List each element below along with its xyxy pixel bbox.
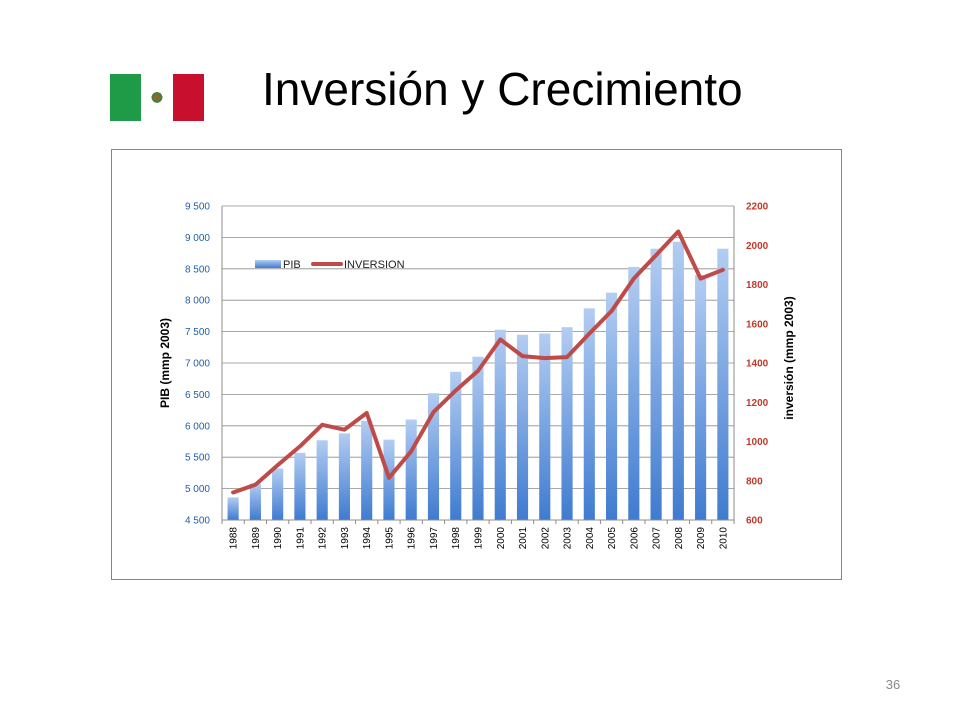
bar-pib-1993 [338,433,350,520]
x-tick-label: 1989 [251,527,262,550]
bar-pib-2006 [628,266,640,520]
y-left-tick-label: 8 500 [185,264,210,275]
page-number: 36 [885,677,901,692]
y-right-tick-label: 2200 [746,202,769,213]
bar-pib-1988 [227,497,239,520]
y-right-tick-label: 1200 [746,398,769,409]
bar-pib-1999 [472,356,484,520]
bar-pib-1995 [383,439,395,520]
x-tick-label: 1994 [362,527,373,550]
y-left-tick-label: 5 000 [185,484,210,495]
bar-pib-2007 [650,248,662,521]
x-tick-label: 2008 [674,527,685,550]
flag-stripe-red [172,74,204,121]
y-left-tick-label: 5 500 [185,453,210,464]
y-left-axis-title: PIB (mmp 2003) [158,318,172,408]
y-right-axis-title: inversión (mmp 2003) [782,296,796,419]
flag-emblem-icon [151,91,163,104]
bar-pib-1991 [294,452,306,520]
y-left-tick-label: 6 500 [185,390,210,401]
x-tick-label: 2006 [629,527,640,550]
x-tick-label: 1991 [295,527,306,550]
x-tick-label: 1997 [429,527,440,550]
x-tick-label: 1990 [273,527,284,550]
y-right-tick-label: 600 [746,516,763,527]
x-tick-label: 2000 [496,527,507,550]
bar-pib-2003 [561,327,573,520]
bar-pib-2009 [695,275,707,520]
legend-label-pib: PIB [283,259,301,271]
bar-pib-1997 [427,393,440,520]
x-tick-label: 1996 [407,527,418,550]
y-left-tick-label: 9 000 [185,233,210,244]
x-tick-label: 2002 [540,527,551,550]
x-tick-label: 1995 [384,527,395,550]
flag-stripe-green [110,74,142,121]
y-right-tick-label: 1000 [746,437,769,448]
bar-pib-1992 [316,440,328,520]
bar-pib-2010 [717,248,729,521]
mexico-flag-icon [110,74,204,121]
bar-pib-1994 [361,420,373,520]
x-tick-label: 2001 [518,527,529,550]
y-left-tick-label: 8 000 [185,296,210,307]
y-right-tick-label: 1800 [746,280,769,291]
y-left-tick-label: 7 000 [185,359,210,370]
slide-title: Inversión y Crecimiento [262,63,743,115]
bar-pib-1998 [450,371,462,520]
y-right-tick-label: 1400 [746,359,769,370]
bar-pib-2005 [606,292,618,520]
bar-pib-2004 [583,308,595,520]
x-tick-label: 1993 [340,527,351,550]
y-left-tick-label: 6 000 [185,421,210,432]
bar-pib-1990 [272,468,284,520]
legend-swatch-pib [255,260,281,268]
x-tick-label: 2005 [607,527,618,550]
x-tick-label: 2004 [585,527,596,550]
bar-pib-2008 [672,241,684,520]
x-tick-label: 1999 [474,527,485,550]
line-inversion [231,229,725,495]
y-right-tick-label: 2000 [746,241,769,252]
y-left-tick-label: 7 500 [185,327,210,338]
bar-pib-1989 [249,483,261,520]
y-left-tick-label: 4 500 [185,516,210,527]
bar-pib-2000 [494,329,506,520]
x-tick-label: 2007 [652,527,663,550]
x-tick-label: 2009 [696,527,707,550]
bar-pib-1996 [405,419,417,520]
y-right-tick-label: 1600 [746,319,769,330]
bar-pib-2001 [516,334,529,520]
x-tick-label: 1992 [318,527,329,550]
x-tick-label: 1998 [451,527,462,550]
y-right-tick-label: 800 [746,476,763,487]
bar-pib-2002 [539,333,551,520]
legend-label-inversion: INVERSION [344,259,405,271]
x-tick-label: 2010 [718,527,729,550]
y-left-tick-label: 9 500 [185,202,210,213]
x-tick-label: 1988 [229,527,240,550]
x-tick-label: 2003 [563,527,574,550]
